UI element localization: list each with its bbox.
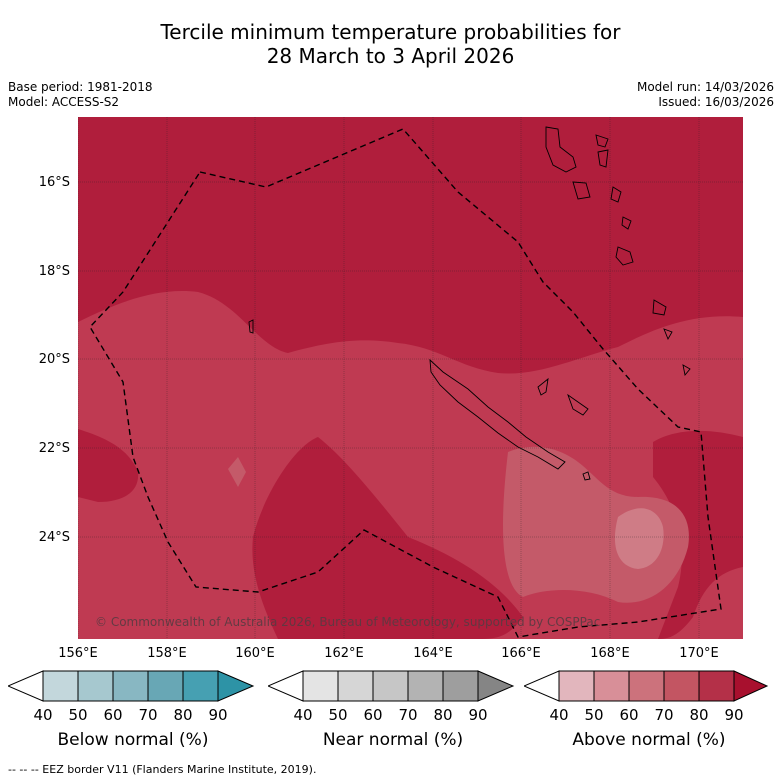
- cbar-near-tick-90: 90: [468, 706, 488, 724]
- map-panel[interactable]: [78, 117, 743, 639]
- region-above-90-south-central: [252, 437, 524, 639]
- colorbar-above-low-cap: [522, 670, 560, 702]
- colorbar-above-50-60: [593, 670, 630, 702]
- colorbar-above-70-80: [663, 670, 700, 702]
- issued-date: Issued: 16/03/2026: [658, 95, 774, 109]
- cbar-below-tick-40: 40: [33, 706, 53, 724]
- vanuatu-small-islands: [652, 299, 691, 377]
- graticule: [78, 117, 743, 639]
- colorbar-near-svg: [266, 670, 515, 702]
- colorbar-above-normal: 40 50 60 70 80 90 Above normal (%): [522, 668, 774, 758]
- lon-label-168e: 168°E: [590, 646, 630, 661]
- lon-label-156e: 156°E: [58, 646, 98, 661]
- new-caledonia: [429, 358, 566, 470]
- colorbar-above-40-50: [558, 670, 595, 702]
- cbar-near-tick-80: 80: [433, 706, 453, 724]
- cbar-below-tick-70: 70: [138, 706, 158, 724]
- eez-footnote: -- -- -- EEZ border V11 (Flanders Marine…: [8, 763, 317, 776]
- solomon-rennell: [248, 319, 254, 334]
- colorbar-below-50-60: [77, 670, 114, 702]
- cbar-near-tick-60: 60: [363, 706, 383, 724]
- cbar-near-tick-70: 70: [398, 706, 418, 724]
- cbar-above-tick-80: 80: [689, 706, 709, 724]
- colorbar-near-low-cap: [266, 670, 304, 702]
- isle-of-pines: [582, 471, 591, 481]
- cbar-above-tick-50: 50: [584, 706, 604, 724]
- coastlines: [248, 126, 691, 481]
- colorbar-near-normal: 40 50 60 70 80 90 Near normal (%): [266, 668, 518, 758]
- cbar-below-tick-50: 50: [68, 706, 88, 724]
- loyalty-islands: [537, 377, 589, 416]
- colorbar-below-svg: [6, 670, 255, 702]
- lon-label-160e: 160°E: [235, 646, 275, 661]
- region-above-70-small: [228, 457, 246, 487]
- colorbar-above-60-70: [628, 670, 665, 702]
- base-period: Base period: 1981-2018: [8, 80, 153, 94]
- colorbar-near-70-80: [407, 670, 444, 702]
- cbar-below-title: Below normal (%): [57, 730, 209, 750]
- colorbar-above-high-cap: [733, 670, 769, 702]
- meta-right: Model run: 14/03/2026 Issued: 16/03/2026: [637, 80, 774, 110]
- lat-label-16s: 16°S: [38, 175, 70, 190]
- lon-label-162e: 162°E: [324, 646, 364, 661]
- cbar-near-tick-50: 50: [328, 706, 348, 724]
- colorbar-above-svg: [522, 670, 769, 702]
- cbar-below-tick-80: 80: [173, 706, 193, 724]
- colorbar-near-60-70: [372, 670, 409, 702]
- lon-label-170e: 170°E: [679, 646, 719, 661]
- cbar-near-tick-40: 40: [293, 706, 313, 724]
- region-above-60: [614, 508, 664, 569]
- colorbar-near-40-50: [302, 670, 339, 702]
- copyright-notice: © Commonwealth of Australia 2026, Bureau…: [95, 615, 601, 629]
- lon-label-164e: 164°E: [413, 646, 453, 661]
- colorbar-below-80-90: [182, 670, 219, 702]
- map-svg[interactable]: [78, 117, 743, 639]
- colorbar-near-80-90: [442, 670, 479, 702]
- colorbar-below-60-70: [112, 670, 149, 702]
- vanuatu-south: [615, 216, 634, 266]
- cbar-below-tick-60: 60: [103, 706, 123, 724]
- lon-label-166e: 166°E: [501, 646, 541, 661]
- colorbar-below-normal: 40 50 60 70 80 90 Below normal (%): [6, 668, 258, 758]
- colorbar-below-low-cap: [6, 670, 44, 702]
- chart-title: Tercile minimum temperature probabilitie…: [0, 20, 781, 68]
- lon-label-158e: 158°E: [147, 646, 187, 661]
- title-line-1: Tercile minimum temperature probabilitie…: [160, 20, 621, 44]
- cbar-above-title: Above normal (%): [572, 730, 726, 750]
- lat-label-24s: 24°S: [38, 530, 70, 545]
- cbar-above-tick-40: 40: [549, 706, 569, 724]
- vanuatu-central: [595, 134, 609, 168]
- vanuatu-efate: [610, 186, 622, 203]
- cbar-above-tick-70: 70: [654, 706, 674, 724]
- colorbar-below-70-80: [147, 670, 184, 702]
- colorbar-below-high-cap: [217, 670, 255, 702]
- region-above-90-east: [653, 430, 743, 639]
- lat-label-22s: 22°S: [38, 441, 70, 456]
- cbar-above-tick-60: 60: [619, 706, 639, 724]
- cbar-below-tick-90: 90: [208, 706, 228, 724]
- vanuatu-malekula: [572, 181, 591, 200]
- vanuatu-espiritu: [545, 126, 577, 173]
- cbar-near-title: Near normal (%): [322, 730, 464, 750]
- lat-label-18s: 18°S: [38, 264, 70, 279]
- colorbar-near-50-60: [337, 670, 374, 702]
- meta-left: Base period: 1981-2018 Model: ACCESS-S2: [8, 80, 153, 110]
- model-name: Model: ACCESS-S2: [8, 95, 120, 109]
- colorbar-above-80-90: [698, 670, 735, 702]
- colorbar-near-high-cap: [477, 670, 515, 702]
- cbar-above-tick-90: 90: [724, 706, 744, 724]
- title-line-2: 28 March to 3 April 2026: [266, 44, 515, 68]
- model-run: Model run: 14/03/2026: [636, 80, 774, 94]
- lat-label-20s: 20°S: [38, 352, 70, 367]
- colorbar-below-40-50: [42, 670, 79, 702]
- region-above-90-west: [78, 429, 139, 502]
